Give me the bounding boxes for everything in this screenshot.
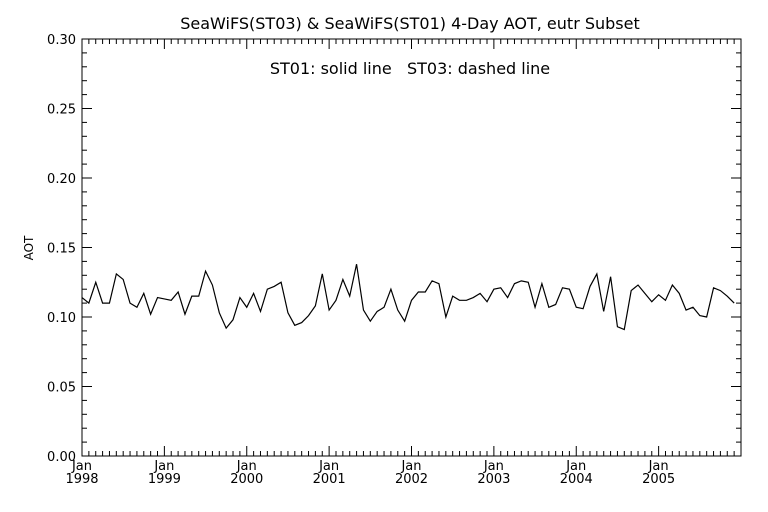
x-tick-month-label: Jan (71, 459, 92, 474)
x-tick-month-label: Jan (400, 459, 421, 474)
y-tick-label: 0.10 (47, 311, 76, 326)
line-style-annotation: ST01: solid line ST03: dashed line (270, 59, 550, 78)
x-tick-year-label: 1999 (148, 472, 181, 487)
y-tick-label: 0.15 (47, 242, 76, 257)
y-axis: 0.00 0.05 0.10 0.15 0.20 0.25 0.30 (47, 33, 741, 465)
x-axis: Jan1998Jan1999Jan2000Jan2001Jan2002Jan20… (65, 39, 735, 487)
y-tick-label: 0.20 (47, 172, 76, 187)
x-tick-year-label: 2005 (642, 472, 675, 487)
x-tick-month-label: Jan (565, 459, 586, 474)
x-tick-year-label: 2003 (477, 472, 510, 487)
x-tick-month-label: Jan (483, 459, 504, 474)
x-tick-year-label: 2000 (230, 472, 263, 487)
y-axis-label: AOT (22, 235, 36, 260)
series-layer (81, 264, 735, 331)
x-tick-month-label: Jan (236, 459, 257, 474)
y-tick-label: 0.30 (47, 33, 76, 48)
x-tick-month-label: Jan (153, 459, 174, 474)
x-tick-month-label: Jan (648, 459, 669, 474)
x-tick-month-label: Jan (318, 459, 339, 474)
x-tick-year-label: 2004 (560, 472, 593, 487)
plot-frame (81, 38, 742, 457)
series-line-st01 (81, 264, 735, 331)
y-tick-label: 0.00 (47, 450, 76, 465)
y-tick-label: 0.25 (47, 103, 76, 118)
chart-title: SeaWiFS(ST03) & SeaWiFS(ST01) 4-Day AOT,… (180, 14, 640, 33)
y-tick-label: 0.05 (47, 381, 76, 396)
x-tick-year-label: 1998 (65, 472, 98, 487)
x-tick-year-label: 2001 (313, 472, 346, 487)
x-tick-year-label: 2002 (395, 472, 428, 487)
